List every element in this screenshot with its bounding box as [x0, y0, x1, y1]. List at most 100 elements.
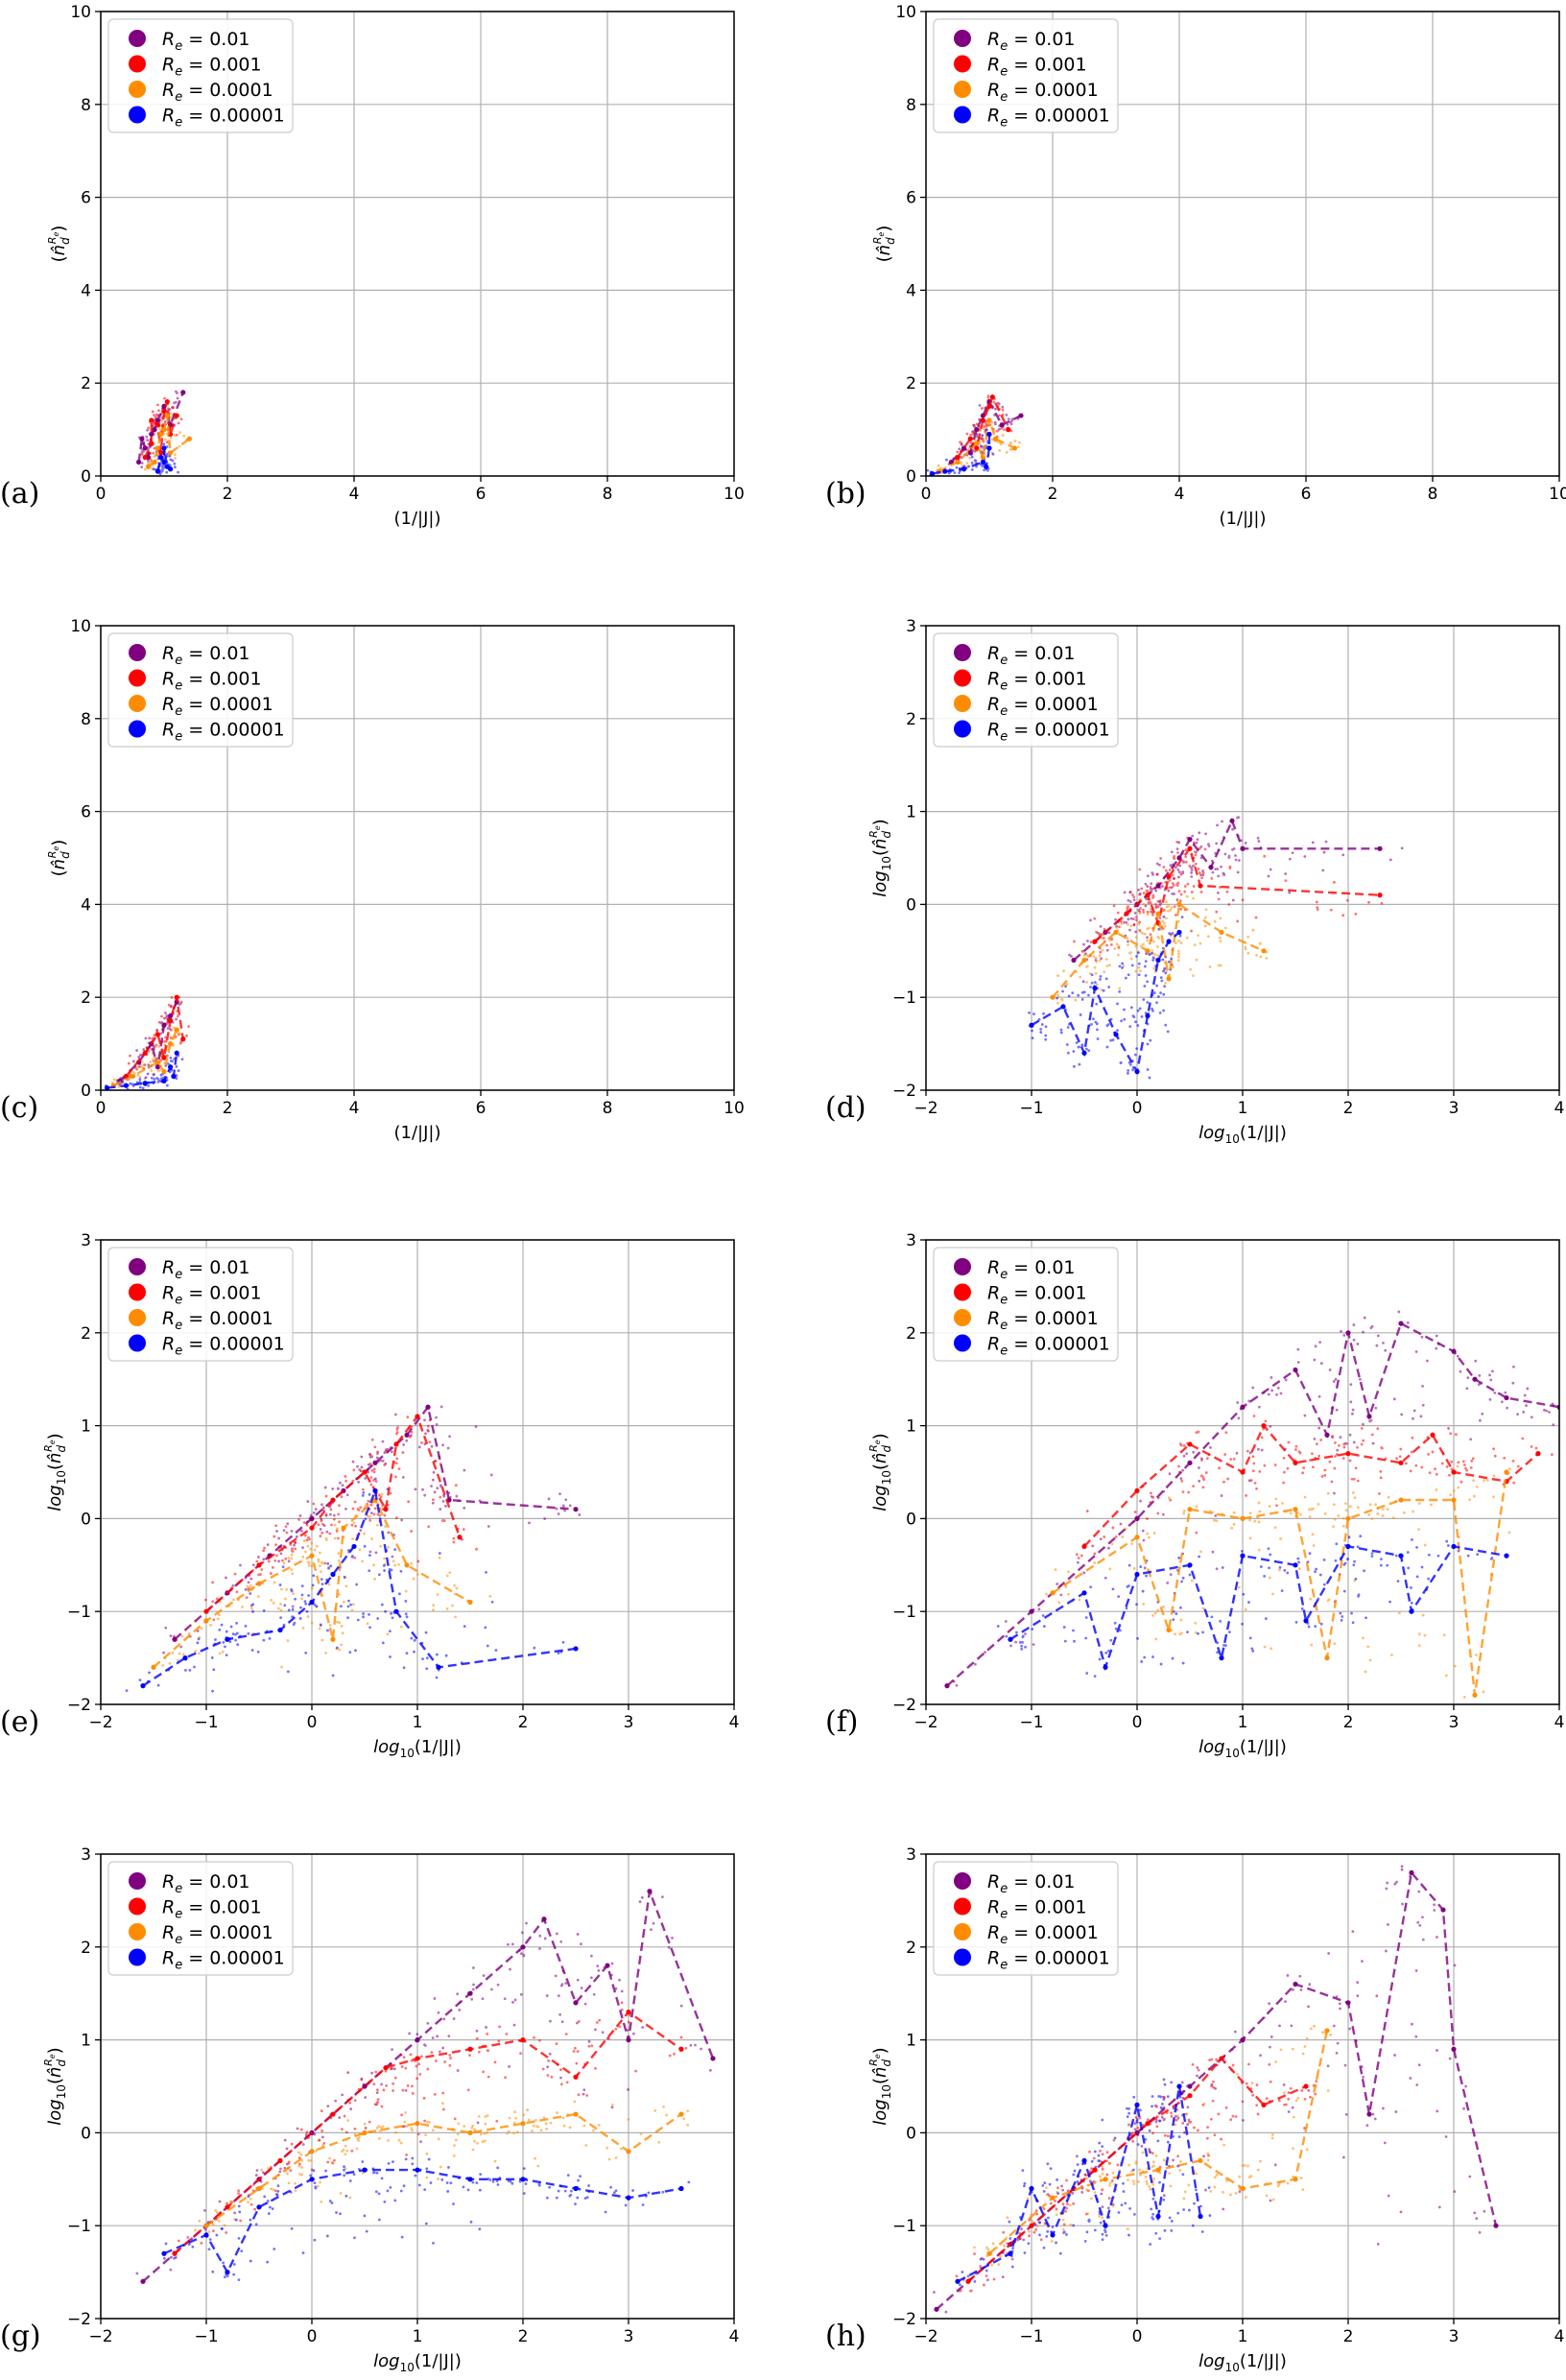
cloud-point — [1263, 854, 1267, 858]
cloud-point — [135, 1065, 139, 1069]
cloud-point — [384, 1609, 387, 1613]
cloud-point — [1468, 1498, 1472, 1501]
cloud-point — [1042, 1012, 1045, 1015]
cloud-point — [1265, 956, 1269, 960]
cloud-point — [420, 2055, 423, 2059]
cloud-point — [225, 1576, 227, 1580]
cloud-point — [203, 2208, 206, 2212]
cloud-point — [290, 1568, 294, 1572]
cloud-point — [1143, 1566, 1147, 1570]
cloud-point — [153, 414, 155, 416]
cloud-point — [183, 1668, 187, 1672]
cloud-point — [179, 1645, 183, 1649]
cloud-point — [336, 1527, 339, 1531]
cloud-point — [592, 1992, 596, 1996]
cloud-point — [164, 1626, 168, 1630]
cloud-point — [519, 1992, 523, 1996]
panel-tag: (g) — [0, 2320, 41, 2353]
cloud-point — [491, 2179, 495, 2183]
y-tick-label: 4 — [81, 895, 91, 915]
cloud-point — [143, 467, 147, 471]
cloud-point — [1381, 1514, 1385, 1517]
cloud-point — [1314, 1345, 1317, 1348]
cloud-point — [1339, 1611, 1342, 1615]
cloud-point — [1060, 997, 1063, 1001]
cloud-point — [1472, 1479, 1475, 1483]
cloud-point — [273, 2248, 276, 2250]
cloud-point — [945, 458, 948, 462]
cloud-point — [1110, 2179, 1114, 2182]
cloud-point — [455, 1586, 459, 1590]
cloud-point — [1108, 1567, 1112, 1571]
cloud-point — [1177, 2135, 1181, 2138]
cloud-point — [1251, 1386, 1255, 1390]
cloud-point — [174, 465, 177, 469]
cloud-point — [1287, 2091, 1291, 2094]
cloud-point — [382, 2088, 386, 2092]
cloud-point — [478, 2227, 482, 2231]
cloud-point — [178, 1041, 182, 1045]
cloud-point — [1180, 2081, 1184, 2084]
cloud-point — [1315, 1567, 1318, 1571]
cloud-point — [325, 2234, 329, 2238]
cloud-point — [153, 1078, 156, 1081]
cloud-point — [1142, 908, 1145, 912]
cloud-point — [1234, 854, 1237, 857]
cloud-point — [352, 2173, 356, 2177]
cloud-point — [306, 1544, 310, 1548]
cloud-point — [176, 1014, 179, 1018]
cloud-point — [1303, 1414, 1307, 1417]
cloud-point — [1193, 943, 1197, 947]
cloud-point — [1290, 2024, 1293, 2028]
cloud-point — [601, 2031, 605, 2035]
cloud-point — [1302, 1466, 1306, 1469]
cloud-point — [1215, 910, 1219, 914]
legend-entry: Re = 0.0001 — [987, 694, 1099, 719]
cloud-point — [1136, 2143, 1140, 2146]
cloud-point — [416, 2132, 420, 2136]
cloud-point — [148, 1671, 151, 1675]
cloud-point — [1421, 1403, 1425, 1407]
cloud-point — [1009, 1644, 1012, 1648]
cloud-point — [1400, 1868, 1404, 1871]
cloud-point — [1127, 2227, 1129, 2231]
cloud-point — [1208, 965, 1212, 968]
cloud-point — [327, 1583, 331, 1586]
cloud-point — [1177, 940, 1181, 942]
cloud-point — [1197, 1430, 1200, 1434]
cloud-point — [1099, 950, 1103, 954]
cloud-point — [390, 2067, 392, 2071]
cloud-point — [1421, 1916, 1424, 1919]
series-contour — [1052, 1471, 1508, 1696]
cloud-point — [1093, 1675, 1097, 1678]
cloud-point — [559, 2068, 562, 2072]
panel-tag: (f) — [825, 1705, 859, 1739]
cloud-point — [372, 1470, 376, 1474]
cloud-point — [1345, 1558, 1349, 1561]
cloud-point — [1244, 945, 1247, 949]
cloud-point — [1099, 1537, 1103, 1541]
cloud-point — [153, 1073, 155, 1077]
cloud-point — [598, 2018, 602, 2022]
cloud-point — [162, 1651, 165, 1654]
cloud-point — [1122, 964, 1126, 967]
legend-box — [107, 1247, 294, 1362]
cloud-point — [239, 2219, 243, 2223]
x-axis-label: (1/|J|) — [1220, 509, 1267, 529]
cloud-point — [339, 2192, 343, 2195]
series-4 — [955, 2083, 1203, 2284]
cloud-point — [557, 1994, 560, 1998]
cloud-point — [254, 2174, 258, 2177]
cloud-point — [306, 1500, 310, 1503]
cloud-point — [162, 2256, 166, 2260]
cloud-point — [431, 2129, 435, 2132]
cloud-point — [1436, 2109, 1439, 2113]
cloud-point — [1278, 1566, 1282, 1569]
cloud-point — [432, 2241, 435, 2245]
cloud-point — [1282, 2091, 1286, 2095]
cloud-point — [445, 2181, 449, 2184]
cloud-point — [286, 1639, 290, 1642]
cloud-point — [496, 2166, 500, 2170]
cloud-point — [1201, 869, 1204, 872]
cloud-point — [296, 2127, 299, 2130]
